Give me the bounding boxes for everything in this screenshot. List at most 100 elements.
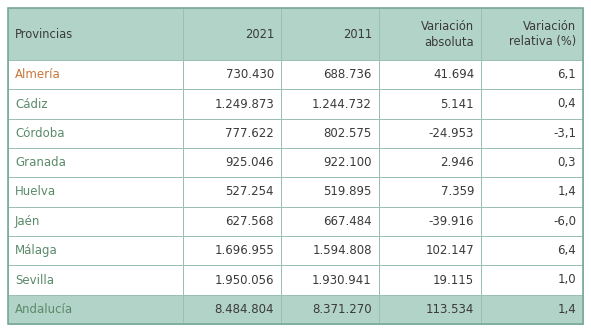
Bar (8, 148, 183, 177)
Text: 8.484.804: 8.484.804 (215, 303, 274, 316)
Bar (281, 60, 379, 89)
Bar (183, 148, 281, 177)
Text: -3,1: -3,1 (553, 127, 576, 140)
Bar (8, 207, 183, 236)
Bar (481, 207, 583, 236)
Text: Variación
absoluta: Variación absoluta (421, 20, 474, 48)
Text: 2021: 2021 (245, 28, 274, 41)
Text: 1.930.941: 1.930.941 (312, 274, 372, 287)
Bar (379, 89, 481, 119)
Bar (281, 207, 379, 236)
Text: 6,1: 6,1 (557, 68, 576, 81)
Bar (8, 236, 183, 265)
Bar (379, 177, 481, 207)
Bar (8, 60, 183, 89)
Text: Provincias: Provincias (15, 28, 73, 41)
Bar (379, 60, 481, 89)
Bar (183, 60, 281, 89)
Text: 102.147: 102.147 (426, 244, 474, 257)
Bar (481, 60, 583, 89)
Bar (281, 148, 379, 177)
Text: 688.736: 688.736 (323, 68, 372, 81)
Bar (8, 265, 183, 295)
Text: 7.359: 7.359 (441, 186, 474, 199)
Text: 5.141: 5.141 (441, 98, 474, 111)
Bar (183, 265, 281, 295)
Bar (281, 119, 379, 148)
Text: 6,4: 6,4 (557, 244, 576, 257)
Bar (281, 236, 379, 265)
Text: 667.484: 667.484 (323, 215, 372, 228)
Text: 41.694: 41.694 (433, 68, 474, 81)
Text: -39.916: -39.916 (428, 215, 474, 228)
Text: 1.594.808: 1.594.808 (313, 244, 372, 257)
Bar (379, 119, 481, 148)
Bar (379, 295, 481, 324)
Text: 730.430: 730.430 (226, 68, 274, 81)
Text: 925.046: 925.046 (226, 156, 274, 169)
Bar (183, 119, 281, 148)
Bar (183, 236, 281, 265)
Text: 802.575: 802.575 (324, 127, 372, 140)
Bar (183, 295, 281, 324)
Text: -6,0: -6,0 (553, 215, 576, 228)
Bar (281, 177, 379, 207)
Bar (481, 119, 583, 148)
Bar (481, 295, 583, 324)
Text: 1,4: 1,4 (557, 186, 576, 199)
Bar (379, 207, 481, 236)
Bar (379, 265, 481, 295)
Text: 1.696.955: 1.696.955 (215, 244, 274, 257)
Bar (8, 295, 183, 324)
Text: Cádiz: Cádiz (15, 98, 48, 111)
Text: 777.622: 777.622 (225, 127, 274, 140)
Bar (481, 265, 583, 295)
Text: 1.244.732: 1.244.732 (312, 98, 372, 111)
Text: 0,4: 0,4 (557, 98, 576, 111)
Text: Córdoba: Córdoba (15, 127, 64, 140)
Bar (281, 8, 379, 60)
Text: 19.115: 19.115 (433, 274, 474, 287)
Text: 1,0: 1,0 (557, 274, 576, 287)
Text: 113.534: 113.534 (426, 303, 474, 316)
Bar (183, 207, 281, 236)
Text: 1,4: 1,4 (557, 303, 576, 316)
Text: Huelva: Huelva (15, 186, 56, 199)
Text: 0,3: 0,3 (557, 156, 576, 169)
Bar (481, 8, 583, 60)
Text: Sevilla: Sevilla (15, 274, 54, 287)
Bar (379, 236, 481, 265)
Text: Málaga: Málaga (15, 244, 58, 257)
Text: 922.100: 922.100 (323, 156, 372, 169)
Text: 2.946: 2.946 (440, 156, 474, 169)
Text: 519.895: 519.895 (323, 186, 372, 199)
Bar (281, 295, 379, 324)
Bar (183, 8, 281, 60)
Text: 2011: 2011 (343, 28, 372, 41)
Text: 627.568: 627.568 (226, 215, 274, 228)
Bar (8, 177, 183, 207)
Bar (481, 148, 583, 177)
Bar (481, 89, 583, 119)
Bar (281, 89, 379, 119)
Bar (8, 119, 183, 148)
Bar (8, 8, 183, 60)
Text: 527.254: 527.254 (226, 186, 274, 199)
Text: Almería: Almería (15, 68, 61, 81)
Text: Variación
relativa (%): Variación relativa (%) (509, 20, 576, 48)
Bar (281, 265, 379, 295)
Bar (8, 89, 183, 119)
Text: 8.371.270: 8.371.270 (312, 303, 372, 316)
Bar (379, 8, 481, 60)
Bar (379, 148, 481, 177)
Text: 1.950.056: 1.950.056 (215, 274, 274, 287)
Bar (183, 177, 281, 207)
Bar (481, 177, 583, 207)
Text: -24.953: -24.953 (429, 127, 474, 140)
Bar (481, 236, 583, 265)
Bar (183, 89, 281, 119)
Text: 1.249.873: 1.249.873 (215, 98, 274, 111)
Text: Granada: Granada (15, 156, 66, 169)
Text: Andalucía: Andalucía (15, 303, 73, 316)
Text: Jaén: Jaén (15, 215, 40, 228)
